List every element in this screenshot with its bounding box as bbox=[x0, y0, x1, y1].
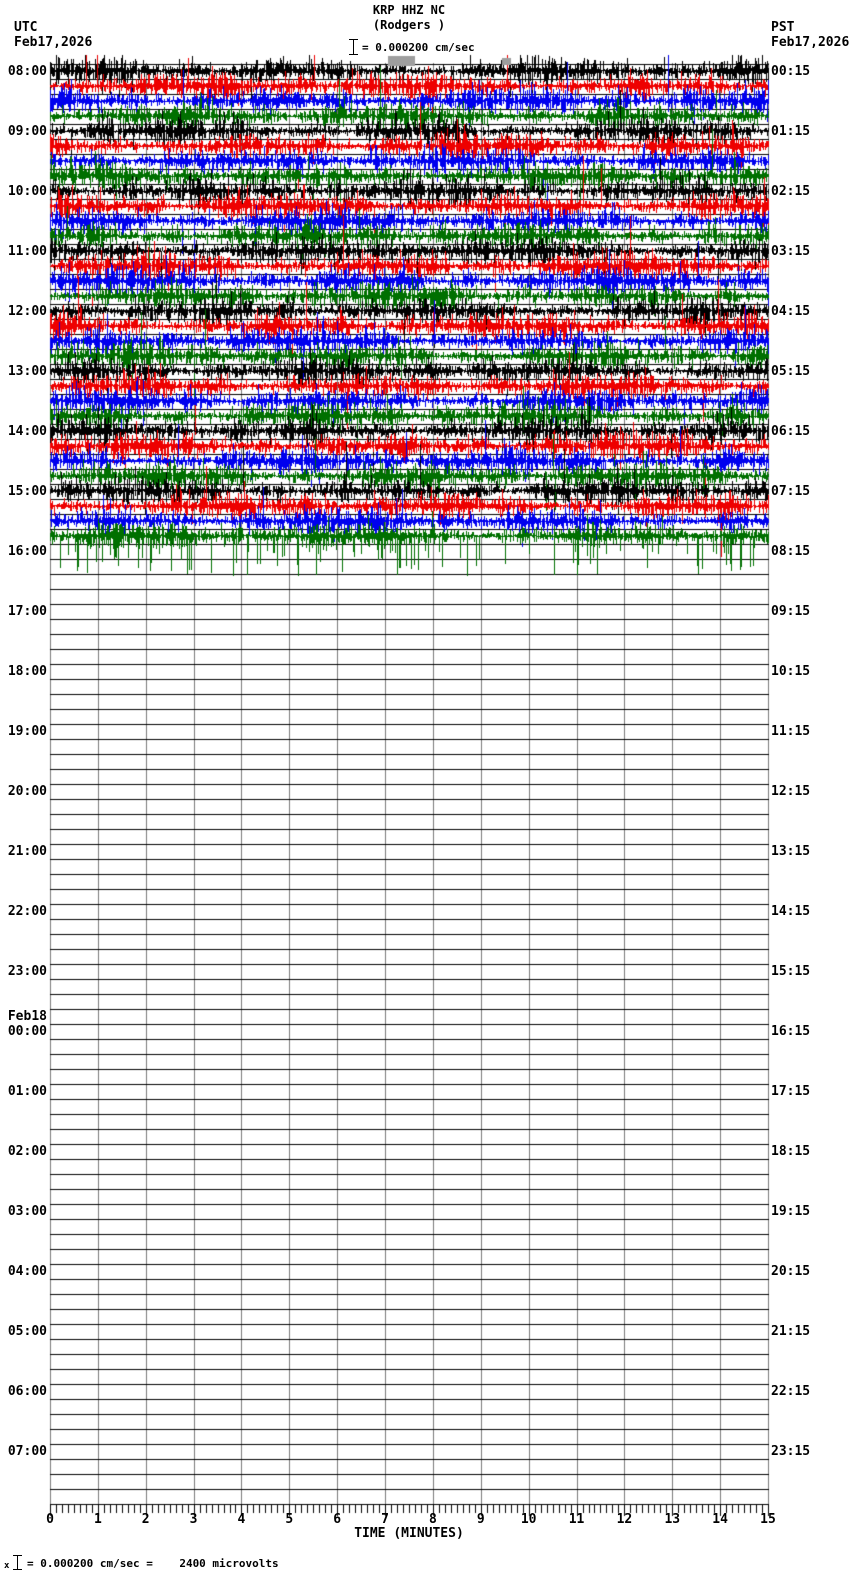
x-axis-tick-label: 7 bbox=[381, 1512, 389, 1527]
pst-hour-label: 06:15 bbox=[771, 423, 811, 439]
pst-hour-label: 10:15 bbox=[771, 663, 811, 679]
pst-hour-label: 07:15 bbox=[771, 483, 811, 499]
left-date-label: Feb17,2026 bbox=[14, 35, 93, 50]
x-axis-tick-label: 14 bbox=[712, 1512, 728, 1527]
pst-hour-label: 12:15 bbox=[771, 783, 811, 799]
utc-hour-label: 21:00 bbox=[7, 843, 47, 859]
pst-hour-label: 20:15 bbox=[771, 1263, 811, 1279]
utc-hour-label: 08:00 bbox=[7, 63, 47, 79]
utc-hour-label: 16:00 bbox=[7, 543, 47, 559]
x-axis-tick-label: 12 bbox=[616, 1512, 633, 1527]
pst-hour-label: 01:15 bbox=[771, 123, 811, 139]
utc-hour-label: 09:00 bbox=[7, 123, 47, 139]
x-axis-tick-label: 10 bbox=[520, 1512, 537, 1527]
utc-hour-label: 06:00 bbox=[7, 1383, 47, 1399]
utc-hour-label: 12:00 bbox=[7, 303, 47, 319]
pst-hour-label: 03:15 bbox=[771, 243, 811, 259]
x-axis-tick-label: 13 bbox=[664, 1512, 681, 1527]
utc-hour-label: Feb18 00:00 bbox=[7, 1008, 47, 1039]
utc-hour-label: 15:00 bbox=[7, 483, 47, 499]
utc-hour-label: 18:00 bbox=[7, 663, 47, 679]
x-axis-tick-label: 1 bbox=[93, 1512, 102, 1527]
x-axis-tick-label: 8 bbox=[429, 1512, 437, 1527]
left-timezone-label: UTC bbox=[14, 20, 38, 35]
x-axis-tick-label: 2 bbox=[141, 1512, 150, 1527]
utc-hour-label: 19:00 bbox=[7, 723, 47, 739]
utc-hour-label: 04:00 bbox=[7, 1263, 47, 1279]
utc-hour-label: 07:00 bbox=[7, 1443, 47, 1459]
pst-hour-label: 04:15 bbox=[771, 303, 811, 319]
footer-scale-note: = 0.000200 cm/sec = 2400 microvolts bbox=[27, 1557, 279, 1570]
pst-hour-label: 22:15 bbox=[771, 1383, 811, 1399]
utc-hour-label: 17:00 bbox=[7, 603, 47, 619]
pst-hour-label: 23:15 bbox=[771, 1443, 811, 1459]
pst-hour-label: 00:15 bbox=[771, 63, 811, 79]
utc-hour-label: 11:00 bbox=[7, 243, 47, 259]
station-title: KRP HHZ NC bbox=[372, 3, 446, 17]
x-axis-title: TIME (MINUTES) bbox=[354, 1526, 464, 1541]
x-axis-tick-label: 9 bbox=[476, 1512, 485, 1527]
utc-hour-label: 03:00 bbox=[7, 1203, 47, 1219]
utc-hour-label: 14:00 bbox=[7, 423, 47, 439]
x-axis-tick-label: 6 bbox=[333, 1512, 342, 1527]
amplitude-scale-label: = 0.000200 cm/sec bbox=[362, 41, 475, 54]
station-subtitle: (Rodgers ) bbox=[372, 18, 446, 32]
footer-scale-multiplier: x bbox=[4, 1561, 10, 1571]
amplitude-scale-bar-icon bbox=[349, 39, 358, 55]
pst-hour-label: 08:15 bbox=[771, 543, 811, 559]
pst-hour-label: 19:15 bbox=[771, 1203, 811, 1219]
pst-hour-label: 17:15 bbox=[771, 1083, 811, 1099]
pst-hour-label: 05:15 bbox=[771, 363, 811, 379]
x-axis-tick-label: 0 bbox=[46, 1512, 54, 1527]
pst-hour-label: 18:15 bbox=[771, 1143, 811, 1159]
right-timezone-label: PST bbox=[771, 20, 795, 35]
pst-hour-label: 09:15 bbox=[771, 603, 811, 619]
pst-hour-label: 21:15 bbox=[771, 1323, 811, 1339]
utc-hour-label: 13:00 bbox=[7, 363, 47, 379]
utc-hour-label: 22:00 bbox=[7, 903, 47, 919]
utc-hour-label: 01:00 bbox=[7, 1083, 47, 1099]
pst-hour-label: 16:15 bbox=[771, 1023, 811, 1039]
pst-hour-label: 13:15 bbox=[771, 843, 811, 859]
pst-hour-label: 15:15 bbox=[771, 963, 811, 979]
x-axis-tick-label: 15 bbox=[760, 1512, 776, 1527]
footer-scale-bar-icon bbox=[13, 1555, 22, 1570]
x-axis-tick-label: 11 bbox=[568, 1512, 585, 1527]
utc-hour-label: 05:00 bbox=[7, 1323, 47, 1339]
right-date-label: Feb17,2026 bbox=[771, 35, 850, 50]
pst-hour-label: 11:15 bbox=[771, 723, 811, 739]
x-axis-tick-label: 4 bbox=[237, 1512, 246, 1527]
x-axis-tick-label: 5 bbox=[285, 1512, 294, 1527]
utc-hour-label: 02:00 bbox=[7, 1143, 47, 1159]
pst-hour-label: 02:15 bbox=[771, 183, 811, 199]
utc-hour-label: 23:00 bbox=[7, 963, 47, 979]
utc-hour-label: 20:00 bbox=[7, 783, 47, 799]
pst-hour-label: 14:15 bbox=[771, 903, 811, 919]
x-axis-tick-label: 3 bbox=[189, 1512, 198, 1527]
utc-hour-label: 10:00 bbox=[7, 183, 47, 199]
